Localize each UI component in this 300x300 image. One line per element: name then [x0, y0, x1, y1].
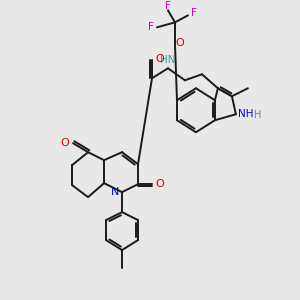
Text: F: F [148, 22, 154, 32]
Text: HN: HN [160, 55, 176, 65]
Text: F: F [191, 8, 197, 18]
Text: O: O [61, 138, 70, 148]
Text: F: F [165, 2, 171, 11]
Text: O: O [156, 179, 164, 189]
Text: N: N [111, 187, 119, 197]
Text: O: O [176, 38, 184, 48]
Text: NH: NH [238, 109, 254, 119]
Text: O: O [156, 54, 164, 64]
Text: H: H [254, 110, 261, 120]
